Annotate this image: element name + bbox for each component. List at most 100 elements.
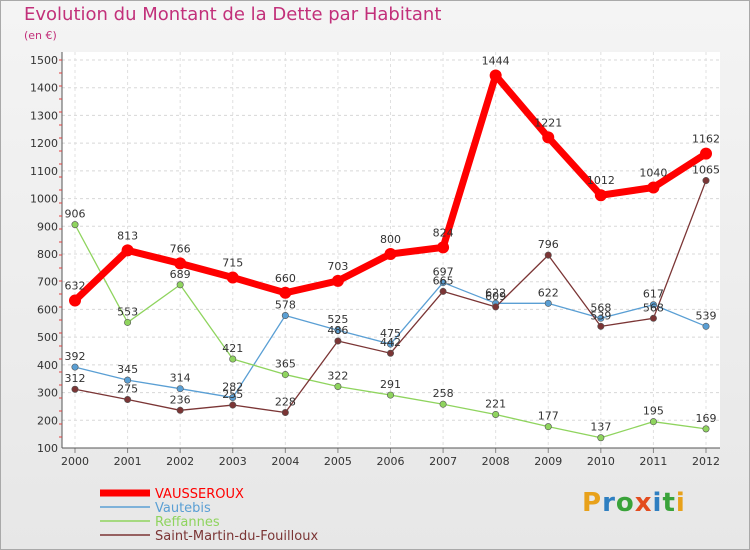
data-label: 442: [380, 336, 401, 349]
y-tick-label: 1300: [30, 109, 58, 122]
data-point: [279, 286, 292, 299]
data-point: [124, 318, 132, 326]
data-label: 622: [538, 286, 559, 299]
data-point: [71, 385, 79, 393]
data-point: [176, 281, 184, 289]
data-point: [597, 322, 605, 330]
series-vausseroux: 632 813 766 715 660 703 800 824 1444 1221 1012 1040…: [65, 55, 720, 307]
y-tick-label: 400: [37, 359, 58, 372]
data-label: 609: [485, 290, 506, 303]
data-label: 660: [275, 272, 296, 285]
data-point: [124, 376, 132, 384]
chart-title: Evolution du Montant de la Dette par Hab…: [24, 4, 442, 25]
data-label: 906: [65, 208, 86, 221]
data-label: 1162: [692, 133, 720, 146]
data-label: 236: [170, 393, 191, 406]
x-tick-label: 2003: [219, 455, 247, 468]
data-label: 169: [696, 412, 717, 425]
data-label: 824: [433, 226, 454, 239]
x-tick-label: 2002: [166, 455, 194, 468]
data-point: [334, 337, 342, 345]
data-label: 617: [643, 288, 664, 301]
data-point: [439, 400, 447, 408]
y-tick-label: 1500: [30, 54, 58, 67]
data-label: 665: [433, 274, 454, 287]
data-point: [649, 301, 657, 309]
data-label: 221: [485, 397, 506, 410]
data-label: 622: [485, 286, 506, 299]
proxiti-logo: Proxiti: [582, 488, 686, 518]
y-tick-label: 500: [37, 331, 58, 344]
data-label: 258: [433, 387, 454, 400]
logo-letter: t: [662, 488, 676, 518]
data-point: [544, 423, 552, 431]
chart-unit: (en €): [24, 29, 57, 42]
data-point: [597, 314, 605, 322]
legend-label: Vautebis: [155, 501, 211, 516]
data-point: [229, 355, 237, 363]
y-tick-label: 800: [37, 248, 58, 261]
data-label: 486: [327, 324, 348, 337]
data-label: 539: [590, 309, 611, 322]
data-label: 421: [222, 342, 243, 355]
data-point: [281, 409, 289, 417]
data-label: 568: [590, 301, 611, 314]
logo-letter: o: [615, 488, 635, 518]
data-label: 228: [275, 396, 296, 409]
data-label: 345: [117, 363, 138, 376]
data-point: [439, 287, 447, 295]
y-tick-label: 1000: [30, 193, 58, 206]
data-label: 568: [643, 301, 664, 314]
data-point: [229, 401, 237, 409]
y-tick-label: 200: [37, 414, 58, 427]
data-label: 813: [117, 229, 138, 242]
data-point: [124, 395, 132, 403]
x-tick-label: 2008: [482, 455, 510, 468]
data-label: 1040: [639, 166, 667, 179]
series-reffannes: 906 553 689 421 365 322 291 258 221 177 137 195 169: [65, 208, 717, 442]
data-point: [647, 181, 660, 194]
data-point: [386, 349, 394, 357]
data-label: 578: [275, 299, 296, 312]
legend-label: VAUSSEROUX: [155, 487, 244, 502]
data-point: [334, 326, 342, 334]
data-label: 137: [590, 421, 611, 434]
data-point: [69, 294, 81, 307]
y-tick-label: 1100: [30, 165, 58, 178]
logo-letter: i: [675, 488, 686, 518]
data-point: [384, 248, 397, 260]
data-label: 392: [65, 350, 86, 363]
y-tick-label: 900: [37, 220, 58, 233]
data-point: [226, 271, 239, 284]
x-tick-label: 2010: [587, 455, 615, 468]
data-point: [174, 257, 187, 270]
data-label: 312: [65, 372, 86, 385]
data-label: 539: [696, 309, 717, 322]
data-label: 195: [643, 405, 664, 418]
legend-label: Saint-Martin-du-Fouilloux: [155, 529, 318, 544]
data-label: 322: [327, 369, 348, 382]
y-tick-label: 700: [37, 276, 58, 289]
data-point: [281, 371, 289, 379]
data-point: [544, 251, 552, 259]
data-label: 365: [275, 358, 296, 371]
x-tick-label: 2001: [114, 455, 142, 468]
data-label: 275: [117, 383, 138, 396]
data-point: [702, 425, 710, 433]
data-label: 632: [65, 280, 86, 293]
data-label: 689: [170, 268, 191, 281]
data-point: [492, 410, 500, 418]
x-tick-label: 2000: [61, 455, 89, 468]
data-point: [281, 312, 289, 320]
y-tick-label: 100: [37, 442, 58, 455]
data-label: 766: [170, 242, 191, 255]
data-point: [121, 244, 134, 257]
data-label: 177: [538, 410, 559, 423]
y-tick-label: 600: [37, 303, 58, 316]
data-label: 697: [433, 266, 454, 279]
data-label: 1444: [482, 55, 510, 68]
data-label: 314: [170, 372, 191, 385]
data-point: [439, 279, 447, 287]
data-point: [71, 221, 79, 229]
logo-letter: P: [582, 488, 603, 518]
